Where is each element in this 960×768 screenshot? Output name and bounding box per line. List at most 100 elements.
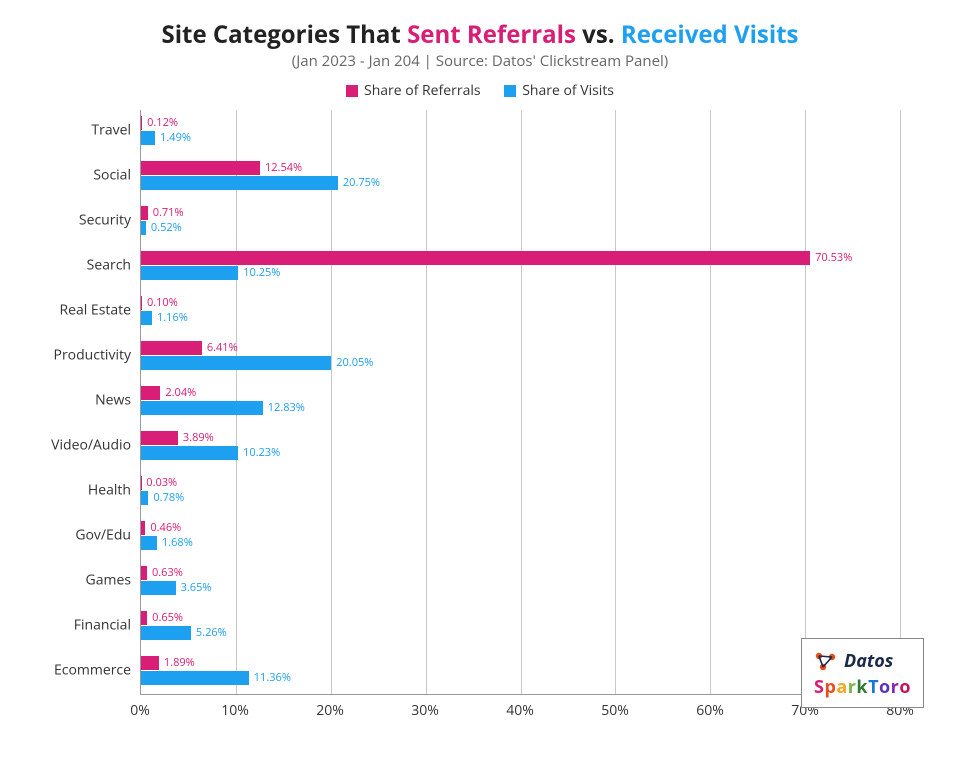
bar-visits <box>141 626 191 640</box>
sparktoro-letter: r <box>891 675 900 699</box>
bar-visits <box>141 176 338 190</box>
bar-label-referrals: 0.65% <box>152 611 183 625</box>
category-label: Social <box>93 166 141 185</box>
legend-label-visits: Share of Visits <box>522 81 614 100</box>
legend-item-visits: Share of Visits <box>504 81 614 100</box>
bar-visits <box>141 356 331 370</box>
bar-visits <box>141 221 146 235</box>
sparktoro-letter: k <box>856 675 868 699</box>
gridline <box>900 110 901 694</box>
x-tick-label: 20% <box>316 701 344 720</box>
chart-container: Site Categories That Sent Referrals vs. … <box>0 0 960 768</box>
category-label: Search <box>87 256 141 275</box>
sparktoro-letter: T <box>868 675 879 699</box>
bar-visits <box>141 266 238 280</box>
category-label: Productivity <box>54 346 141 365</box>
bar-referrals <box>141 611 147 625</box>
bar-label-visits: 20.05% <box>336 356 373 370</box>
sparktoro-letter: r <box>848 675 857 699</box>
category-group: Games0.63%3.65% <box>141 566 900 595</box>
x-tick-label: 50% <box>601 701 629 720</box>
bar-referrals <box>141 521 145 535</box>
legend: Share of Referrals Share of Visits <box>30 81 930 102</box>
legend-item-referrals: Share of Referrals <box>346 81 481 100</box>
category-group: Productivity6.41%20.05% <box>141 341 900 370</box>
category-label: Gov/Edu <box>75 526 141 545</box>
category-group: Security0.71%0.52% <box>141 206 900 235</box>
legend-label-referrals: Share of Referrals <box>364 81 481 100</box>
bar-label-referrals: 12.54% <box>265 161 302 175</box>
category-group: Real Estate0.10%1.16% <box>141 296 900 325</box>
bar-referrals <box>141 656 159 670</box>
category-label: Ecommerce <box>54 661 141 680</box>
bar-visits <box>141 491 148 505</box>
bar-referrals <box>141 161 260 175</box>
x-tick-label: 40% <box>506 701 534 720</box>
category-label: Health <box>88 481 141 500</box>
chart-area: Travel0.12%1.49%Social12.54%20.75%Securi… <box>140 110 900 725</box>
bar-label-visits: 10.23% <box>243 446 280 460</box>
legend-swatch-referrals <box>346 85 358 97</box>
bar-referrals <box>141 206 148 220</box>
bar-label-visits: 3.65% <box>181 581 212 595</box>
bar-referrals <box>141 116 142 130</box>
attribution-box: Datos SparkToro <box>801 638 924 708</box>
x-tick-label: 10% <box>221 701 249 720</box>
bar-label-referrals: 0.71% <box>153 206 184 220</box>
category-label: Security <box>79 211 141 230</box>
x-tick-label: 30% <box>411 701 439 720</box>
bar-visits <box>141 446 238 460</box>
x-axis: 0%10%20%30%40%50%60%70%80% <box>140 695 900 725</box>
bar-label-referrals: 6.41% <box>207 341 238 355</box>
category-label: Real Estate <box>59 301 141 320</box>
sparktoro-logo: SparkToro <box>814 675 911 699</box>
category-group: Health0.03%0.78% <box>141 476 900 505</box>
title-mid: vs. <box>576 18 621 51</box>
sparktoro-letter: o <box>899 675 911 699</box>
bar-visits <box>141 311 152 325</box>
bar-referrals <box>141 386 160 400</box>
chart-subtitle: (Jan 2023 - Jan 204 | Source: Datos' Cli… <box>30 51 930 71</box>
bar-label-referrals: 2.04% <box>165 386 196 400</box>
bar-referrals <box>141 566 147 580</box>
sparktoro-letter: p <box>824 675 836 699</box>
title-prefix: Site Categories That <box>161 18 407 51</box>
category-group: Gov/Edu0.46%1.68% <box>141 521 900 550</box>
legend-swatch-visits <box>504 85 516 97</box>
bar-visits <box>141 671 249 685</box>
title-received: Received Visits <box>621 18 799 51</box>
category-group: Video/Audio3.89%10.23% <box>141 431 900 460</box>
title-sent: Sent Referrals <box>407 18 576 51</box>
chart-title: Site Categories That Sent Referrals vs. … <box>30 18 930 51</box>
bar-label-visits: 0.52% <box>151 221 182 235</box>
category-group: Travel0.12%1.49% <box>141 116 900 145</box>
category-label: Financial <box>74 616 141 635</box>
bar-label-visits: 1.68% <box>162 536 193 550</box>
category-label: Video/Audio <box>51 436 141 455</box>
bar-label-referrals: 3.89% <box>183 431 214 445</box>
bar-visits <box>141 581 176 595</box>
sparktoro-letter: S <box>814 675 824 699</box>
bar-label-visits: 20.75% <box>343 176 380 190</box>
bar-label-visits: 5.26% <box>196 626 227 640</box>
category-group: Search70.53%10.25% <box>141 251 900 280</box>
bar-visits <box>141 131 155 145</box>
bar-label-visits: 1.16% <box>157 311 188 325</box>
category-label: News <box>95 391 141 410</box>
sparktoro-letter: a <box>836 675 847 699</box>
x-tick-label: 0% <box>130 701 150 720</box>
sparktoro-letter: o <box>879 675 891 699</box>
bar-visits <box>141 401 263 415</box>
category-group: Financial0.65%5.26% <box>141 611 900 640</box>
bar-referrals <box>141 251 810 265</box>
bar-label-visits: 1.49% <box>160 131 191 145</box>
datos-icon <box>814 651 838 671</box>
bar-label-visits: 0.78% <box>153 491 184 505</box>
x-tick-label: 60% <box>696 701 724 720</box>
bar-label-referrals: 0.12% <box>147 116 178 130</box>
bar-label-referrals: 0.10% <box>147 296 178 310</box>
bar-referrals <box>141 296 142 310</box>
bar-label-referrals: 0.46% <box>150 521 181 535</box>
plot-region: Travel0.12%1.49%Social12.54%20.75%Securi… <box>140 110 900 695</box>
category-group: Ecommerce1.89%11.36% <box>141 656 900 685</box>
